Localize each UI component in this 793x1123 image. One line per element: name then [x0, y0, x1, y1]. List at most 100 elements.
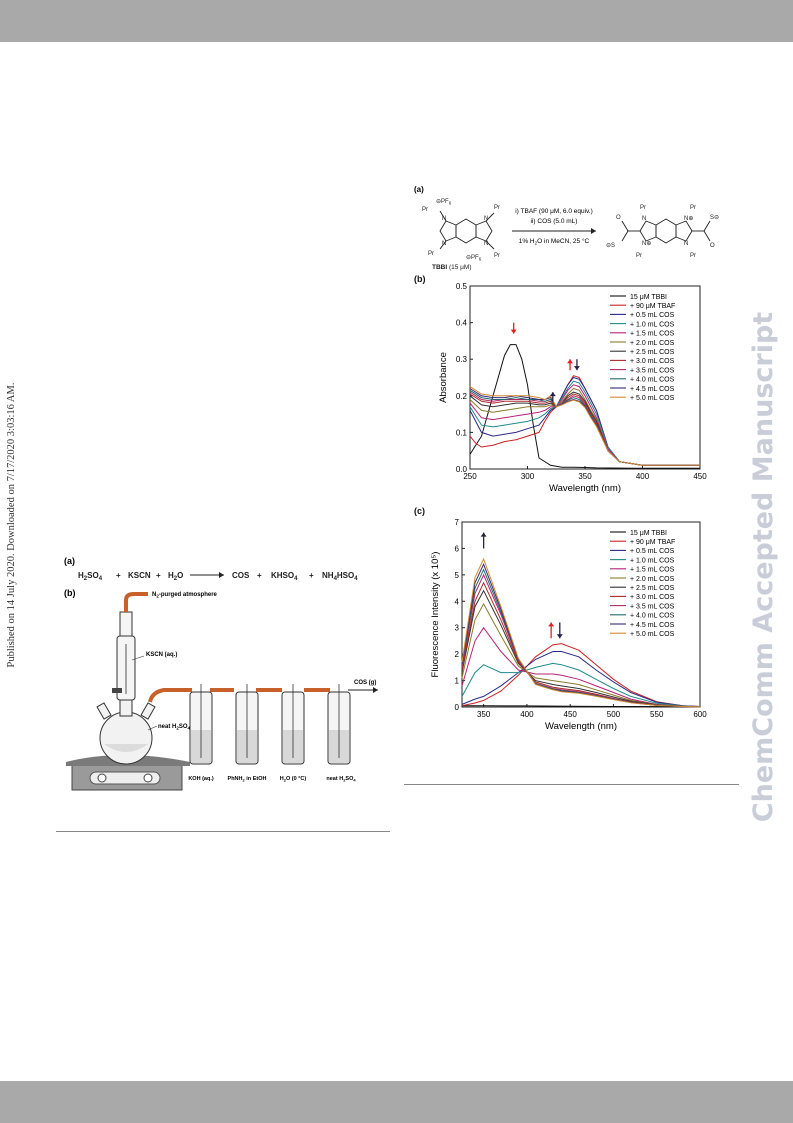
legend-entry: + 2.0 mL COS	[630, 576, 675, 583]
svg-text:N: N	[684, 241, 688, 247]
tbbi-pr-4: Pr	[494, 253, 500, 259]
conditions: 1% H2O in MeCN, 25 °C	[519, 237, 590, 246]
legend-entry: + 5.0 mL COS	[630, 631, 675, 638]
legend-entry: + 3.0 mL COS	[630, 358, 675, 365]
legend-entry: + 2.5 mL COS	[630, 349, 675, 356]
eq-khso4: KHSO4	[271, 571, 298, 582]
cos-out-label: COS (g)	[354, 680, 376, 686]
legend-entry: + 3.5 mL COS	[630, 367, 675, 374]
y-tick-label: 0.3	[456, 355, 468, 364]
legend-entry: + 4.0 mL COS	[630, 377, 675, 384]
legend-entry: + 5.0 mL COS	[630, 395, 675, 402]
x-tick-label: 450	[564, 710, 578, 719]
legend-entry: + 1.5 mL COS	[630, 331, 675, 338]
round-bottom-flask	[99, 711, 153, 765]
svg-text:TBBI (15 μM): TBBI (15 μM)	[432, 264, 472, 271]
trend-arrowhead	[480, 532, 487, 537]
trap-2-label: PhNH2 in EtOH	[228, 776, 267, 783]
gas-tubing	[148, 688, 192, 703]
tbbi-pf6-top: ⊖PF6	[436, 199, 452, 206]
svg-text:Pr: Pr	[636, 253, 642, 259]
tbbi-pf6-bottom: ⊖PF6	[466, 255, 482, 262]
tbbi-pr-2: Pr	[494, 205, 500, 211]
y-tick-label: 1	[455, 677, 460, 686]
cos-generation-figure: (a) H2SO4 + KSCN + H2O COS + KHSO4 + NH4…	[64, 556, 378, 791]
svg-text:N⊕: N⊕	[642, 241, 651, 247]
trend-arrowhead	[549, 392, 556, 397]
y-axis-label: Absorbance	[438, 352, 449, 403]
legend-entry: + 3.5 mL COS	[630, 603, 675, 610]
series-line	[461, 557, 701, 708]
h2so4-label: neat H2SO4	[158, 724, 191, 731]
y-tick-label: 2	[455, 650, 460, 659]
tbbi-reaction-scheme: (a) Pr Pr Pr Pr N N N N ⊖PF6 ⊖PF6 TBBI (…	[414, 185, 719, 271]
y-tick-label: 0.1	[456, 428, 468, 437]
published-note: Published on 14 July 2020. Downloaded on…	[6, 382, 17, 668]
legend-entry: + 2.0 mL COS	[630, 340, 675, 347]
trend-arrowhead	[548, 622, 555, 627]
eq-plus-3: +	[257, 571, 262, 580]
tbbi-n-3: N	[442, 241, 446, 247]
legend-entry: 15 μM TBBI	[630, 294, 667, 301]
x-tick-label: 400	[520, 710, 534, 719]
x-tick-label: 300	[521, 472, 535, 481]
tbbi-n-4: N	[484, 241, 488, 247]
chart-c-panel-label: (c)	[414, 506, 425, 516]
tbbi-label: TBBI	[432, 264, 447, 271]
y-tick-label: 0.0	[456, 465, 468, 474]
trend-arrowhead	[567, 359, 574, 364]
trap-3-label: H2O (0 °C)	[280, 776, 307, 783]
scheme-panel-a-label: (a)	[414, 185, 424, 194]
x-tick-label: 400	[636, 472, 650, 481]
y-tick-label: 6	[455, 544, 460, 553]
n2-tubing	[124, 592, 148, 612]
trend-arrowhead	[556, 634, 563, 639]
legend-entry: + 1.5 mL COS	[630, 567, 675, 574]
y-axis-label: Fluorescence Intensity (x 10⁵)	[430, 552, 441, 678]
legend-entry: + 4.0 mL COS	[630, 613, 675, 620]
svg-text:N: N	[642, 216, 646, 222]
panel-a-label: (a)	[64, 556, 75, 566]
series-line	[469, 380, 700, 466]
series-line	[469, 384, 700, 466]
trend-arrowhead	[510, 329, 517, 334]
legend-entry: + 2.5 mL COS	[630, 585, 675, 592]
y-tick-label: 4	[455, 597, 460, 606]
x-tick-label: 550	[650, 710, 664, 719]
eq-plus-4: +	[309, 571, 314, 580]
x-tick-label: 500	[607, 710, 621, 719]
product-structure	[621, 218, 711, 244]
tbbi-n-1: N	[442, 216, 446, 222]
trap-4-label: neat H2SO4	[326, 776, 356, 783]
right-caption-rule	[404, 784, 739, 785]
x-axis-label: Wavelength (nm)	[549, 483, 621, 494]
legend-entry: + 4.5 mL COS	[630, 622, 675, 629]
svg-text:Pr: Pr	[690, 205, 696, 211]
legend-entry: + 1.0 mL COS	[630, 321, 675, 328]
legend-entry: + 90 μM TBAF	[630, 303, 675, 310]
kscn-label: KSCN (aq.)	[146, 652, 177, 658]
reagent-2: ii) COS (5.0 mL)	[531, 218, 578, 225]
top-header-bar	[0, 0, 793, 42]
legend-entry: + 1.0 mL COS	[630, 557, 675, 564]
series-line	[461, 662, 701, 708]
eq-plus-2: +	[156, 571, 161, 580]
n2-label: N2-purged atmosphere	[152, 592, 218, 599]
y-tick-label: 0.5	[456, 282, 468, 291]
x-tick-label: 450	[693, 472, 707, 481]
reagent-1: i) TBAF (90 μM, 6.0 equiv.)	[515, 208, 593, 215]
eq-kscn: KSCN	[128, 571, 151, 580]
eq-cos: COS	[232, 571, 250, 580]
cos-equation: H2SO4 + KSCN + H2O COS + KHSO4 + NH4HSO4	[78, 571, 358, 582]
trap-1-label: KOH (aq.)	[188, 776, 214, 782]
bottom-footer-bar	[0, 1081, 793, 1123]
absorbance-chart: 250 300 350 400 450 0.0 0.1 0.2 0.3 0.4 0.5 Wavelen…	[438, 282, 707, 494]
legend-entry: + 4.5 mL COS	[630, 386, 675, 393]
x-tick-label: 250	[463, 472, 477, 481]
panel-b-label: (b)	[64, 588, 76, 598]
svg-text:N⊕: N⊕	[684, 216, 693, 222]
left-caption-rule	[56, 831, 390, 832]
svg-text:S⊖: S⊖	[710, 215, 719, 221]
series-line	[461, 643, 701, 707]
legend-entry: 15 μM TBBI	[630, 530, 667, 537]
